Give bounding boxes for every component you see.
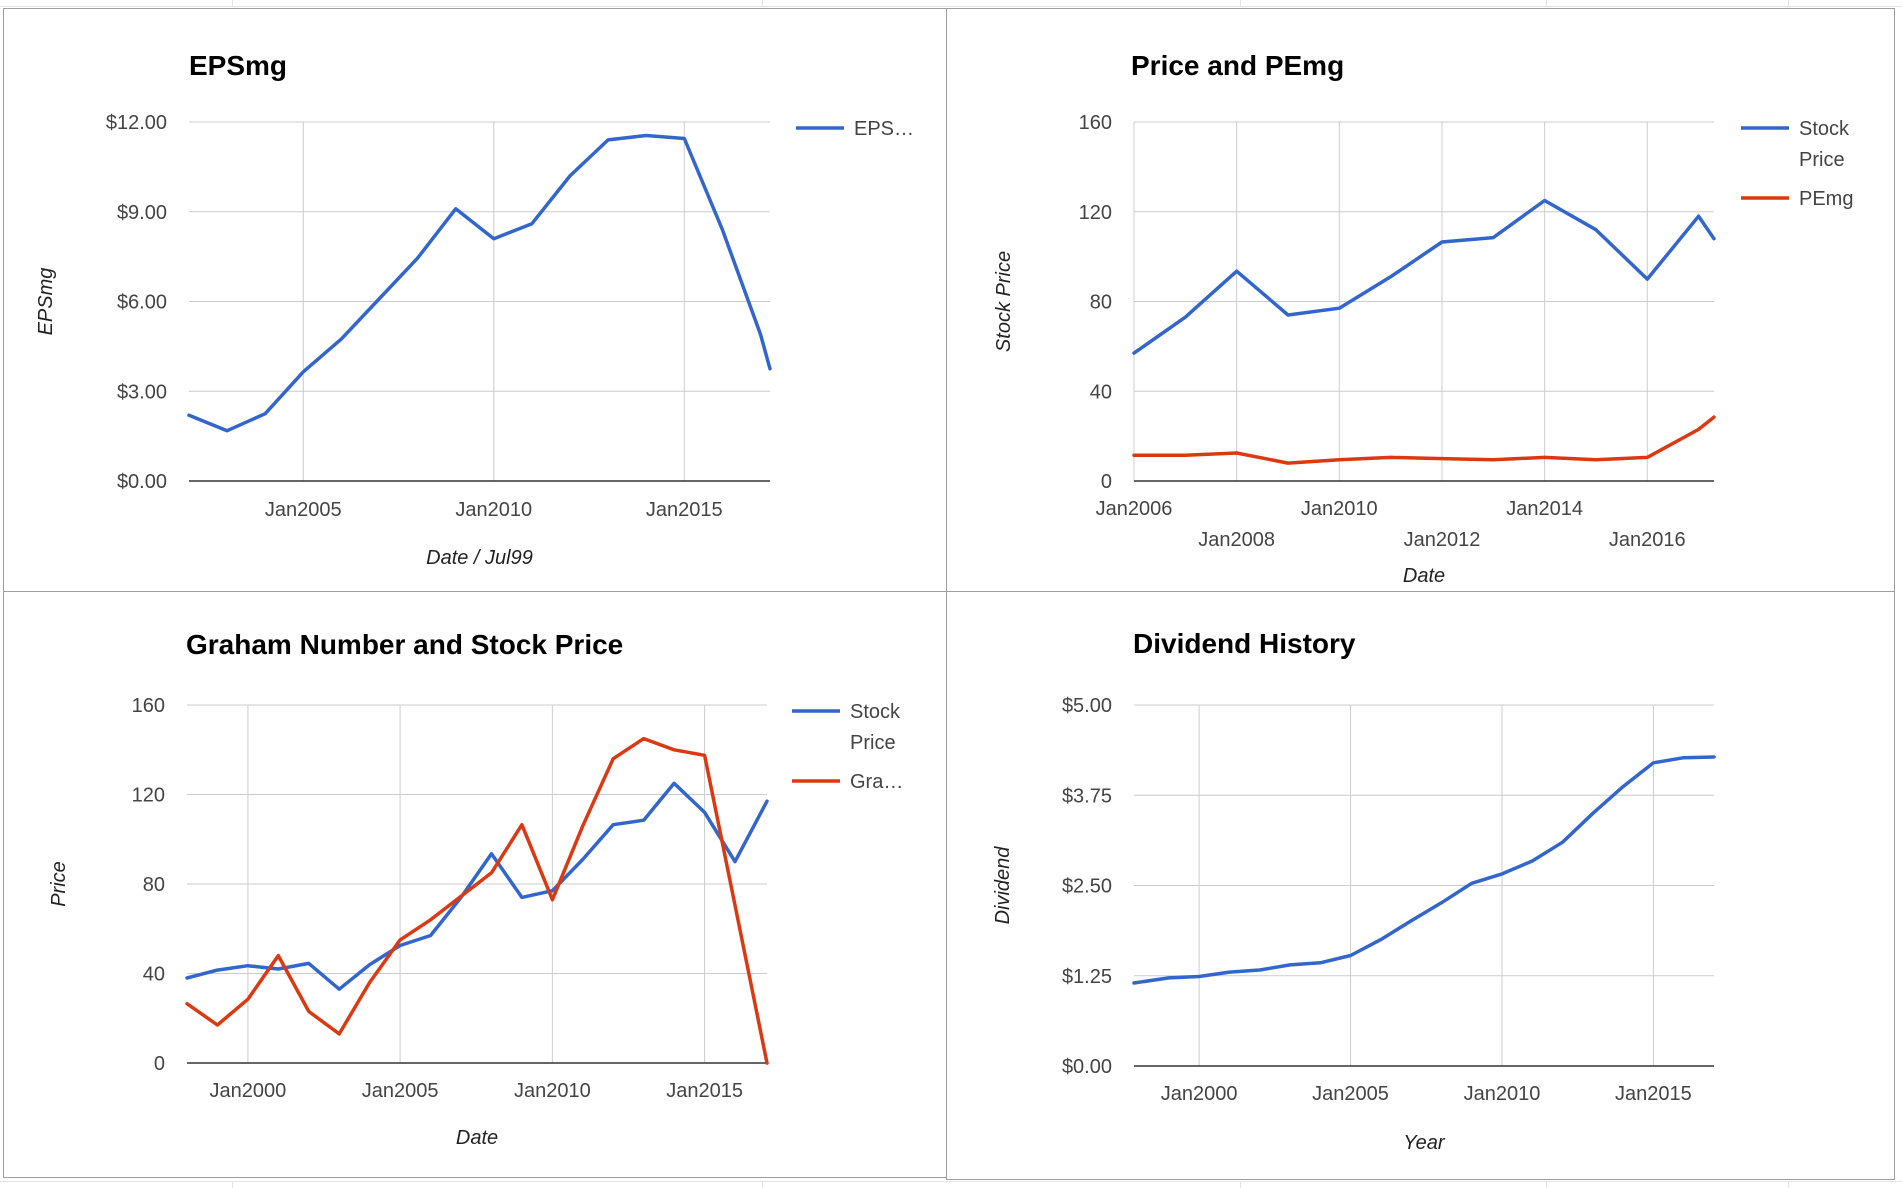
y-tick-label: 80 [143,874,165,896]
x-tick-label: Jan2014 [1506,498,1583,520]
chart-dividend-history: $0.00 $1.25 $2.50 $3.75 $5.00 Jan2000 Jan2005 J… [992,628,1716,1154]
y-tick-label: $12.00 [106,112,167,134]
x-tick-label: Jan2008 [1198,529,1275,551]
x-tick-label: Jan2005 [1312,1083,1389,1105]
y-tick-label: $3.75 [1062,785,1112,807]
x-axis-title: Year [1403,1132,1445,1154]
legend-label: EPS… [854,118,914,140]
y-tick-label: $2.50 [1062,876,1112,898]
x-axis-title: Date [1403,565,1445,587]
y-tick-label: 0 [154,1053,165,1075]
x-tick-label: Jan2010 [1301,498,1378,520]
chart-title: EPSmg [189,50,287,81]
y-tick-label: 120 [1079,202,1112,224]
x-tick-label: Jan2015 [666,1080,743,1102]
x-tick-label: Jan2016 [1609,529,1686,551]
y-tick-label: $0.00 [1062,1056,1112,1078]
chart-epsmg: $0.00 $3.00 $6.00 $9.00 $12.00 Jan2005 Jan2010… [35,50,914,569]
y-tick-label: 120 [132,785,165,807]
x-tick-label: Jan2010 [455,499,532,521]
y-axis-title: Price [48,861,70,907]
series-line [185,736,769,1065]
series-line [1132,198,1716,355]
x-tick-label: Jan2005 [362,1080,439,1102]
legend-label: PEmg [1799,188,1853,210]
y-tick-label: $0.00 [117,471,167,493]
x-tick-label: Jan2015 [1615,1083,1692,1105]
y-axis-title: EPSmg [35,268,57,336]
y-tick-label: 80 [1090,292,1112,314]
y-axis-title: Stock Price [993,251,1015,352]
legend-label: Gra… [850,771,903,793]
series-line [187,133,772,433]
x-tick-label: Jan2010 [514,1080,591,1102]
x-axis-title: Date [456,1127,498,1149]
series-line [1132,415,1716,465]
series-line [185,781,769,991]
y-tick-label: $5.00 [1062,695,1112,717]
x-tick-label: Jan2000 [210,1080,287,1102]
x-tick-label: Jan2006 [1096,498,1173,520]
chart-panel-dividend-history[interactable]: $0.00 $1.25 $2.50 $3.75 $5.00 Jan2000 Jan2005 J… [946,591,1895,1180]
chart-title: Graham Number and Stock Price [186,629,623,660]
chart-panel-price-pemg[interactable]: 0 40 80 120 160 Jan2006 Jan2008 Jan2010 Jan2012 J… [946,8,1895,592]
y-tick-label: $6.00 [117,292,167,314]
legend-label: Stock Price [1799,118,1850,171]
y-axis-title: Dividend [992,846,1014,925]
x-tick-label: Jan2012 [1404,529,1481,551]
x-axis-title: Date / Jul99 [426,547,533,569]
x-tick-label: Jan2010 [1464,1083,1541,1105]
series-line [1132,755,1716,985]
x-tick-label: Jan2000 [1161,1083,1238,1105]
y-tick-label: 40 [1090,381,1112,403]
y-tick-label: 160 [1079,112,1112,134]
y-tick-label: 0 [1101,471,1112,493]
y-tick-label: $3.00 [117,381,167,403]
chart-panel-graham-number[interactable]: 0 40 80 120 160 Jan2000 Jan2005 Jan2010 Jan2015 G… [3,591,948,1178]
x-tick-label: Jan2015 [646,499,723,521]
chart-panel-epsmg[interactable]: $0.00 $3.00 $6.00 $9.00 $12.00 Jan2005 Jan2010… [3,8,947,592]
y-tick-label: $1.25 [1062,966,1112,988]
legend-label: Stock Price [850,701,901,754]
chart-title: Price and PEmg [1131,50,1344,81]
x-tick-label: Jan2005 [265,499,342,521]
chart-graham-number: 0 40 80 120 160 Jan2000 Jan2005 Jan2010 Jan2015 G… [48,629,903,1149]
y-tick-label: 160 [132,695,165,717]
chart-title: Dividend History [1133,628,1356,659]
chart-price-pemg: 0 40 80 120 160 Jan2006 Jan2008 Jan2010 Jan2012 J… [993,50,1853,587]
y-tick-label: 40 [143,964,165,986]
y-tick-label: $9.00 [117,202,167,224]
